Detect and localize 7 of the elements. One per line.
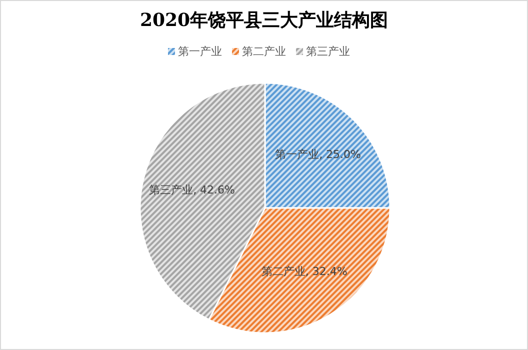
- data-label: 第三产业, 42.6%: [149, 184, 235, 197]
- legend-label: 第一产业: [178, 45, 222, 58]
- legend-label: 第三产业: [306, 45, 350, 58]
- chart-title: 2020年饶平县三大产业结构图: [140, 10, 388, 31]
- legend-label: 第二产业: [242, 45, 286, 58]
- data-label: 第二产业, 32.4%: [261, 264, 348, 278]
- data-label: 第一产业, 25.0%: [275, 148, 361, 161]
